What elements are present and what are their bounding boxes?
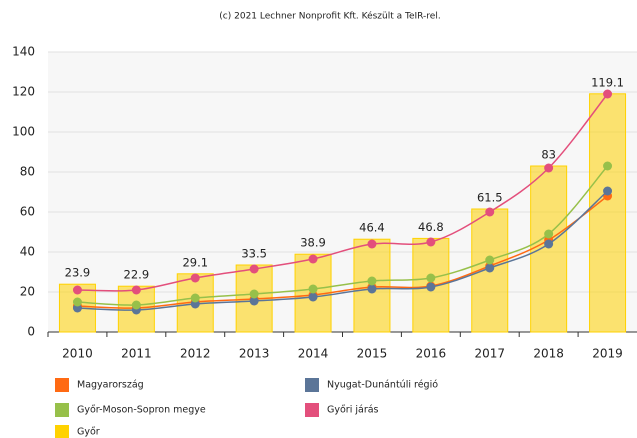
legend-swatch — [55, 403, 69, 417]
value-label: 29.1 — [182, 255, 208, 269]
point — [603, 161, 613, 171]
legend-label: Győri járás — [327, 405, 379, 416]
legend-label: Magyarország — [77, 380, 144, 391]
y-tick-label: 20 — [20, 285, 35, 299]
legend-swatch — [305, 378, 319, 392]
point — [485, 263, 495, 273]
value-label: 46.8 — [418, 220, 444, 234]
point — [367, 239, 377, 249]
x-tick-label: 2015 — [357, 347, 388, 361]
point — [190, 273, 200, 283]
point — [308, 292, 318, 302]
point — [426, 273, 436, 283]
line — [77, 190, 609, 311]
legend-swatch — [55, 378, 69, 392]
x-tick-label: 2018 — [533, 347, 564, 361]
value-label: 38.9 — [300, 236, 326, 250]
x-tick-label: 2017 — [474, 347, 505, 361]
line — [77, 93, 609, 292]
value-label: 61.5 — [477, 191, 503, 205]
point — [485, 255, 495, 265]
y-tick-label: 60 — [20, 205, 35, 219]
line — [77, 165, 609, 306]
x-tick-label: 2011 — [121, 347, 152, 361]
y-tick-label: 100 — [12, 125, 35, 139]
point — [544, 239, 554, 249]
value-label: 22.9 — [124, 268, 150, 282]
point — [426, 237, 436, 247]
point — [72, 297, 82, 307]
x-tick-label: 2012 — [180, 347, 211, 361]
point — [485, 207, 495, 217]
y-tick-label: 140 — [12, 45, 35, 59]
point — [308, 254, 318, 264]
y-tick-label: 120 — [12, 85, 35, 99]
point — [131, 285, 141, 295]
bar — [530, 165, 568, 333]
y-tick-label: 80 — [20, 165, 35, 179]
bar — [589, 93, 627, 333]
legend-swatch — [305, 403, 319, 417]
x-tick-label: 2014 — [298, 347, 329, 361]
point — [190, 293, 200, 303]
point — [308, 284, 318, 294]
legend-label: Nyugat-Dunántúli régió — [327, 380, 438, 391]
value-label: 33.5 — [241, 247, 267, 261]
chart-title: (c) 2021 Lechner Nonprofit Kft. Készült … — [219, 11, 440, 22]
point — [544, 229, 554, 239]
x-tick-label: 2019 — [592, 347, 623, 361]
value-label: 46.4 — [359, 221, 385, 235]
x-tick-label: 2016 — [416, 347, 447, 361]
point — [131, 300, 141, 310]
x-tick-label: 2010 — [62, 347, 93, 361]
point — [249, 264, 259, 274]
x-tick-label: 2013 — [239, 347, 270, 361]
point — [426, 282, 436, 292]
line — [77, 195, 608, 309]
legend-swatch — [55, 425, 69, 438]
point — [367, 276, 377, 286]
point — [603, 186, 613, 196]
value-label: 83 — [541, 148, 556, 162]
value-label: 23.9 — [65, 266, 91, 280]
y-tick-label: 0 — [27, 325, 35, 339]
legend-label: Győr — [77, 427, 100, 438]
legend-label: Győr-Moson-Sopron megye — [77, 405, 206, 416]
point — [367, 284, 377, 294]
point — [249, 289, 259, 299]
point — [249, 296, 259, 306]
point — [544, 163, 554, 173]
point — [72, 285, 82, 295]
point — [603, 89, 613, 99]
y-tick-label: 40 — [20, 245, 35, 259]
value-label: 119.1 — [591, 75, 624, 89]
